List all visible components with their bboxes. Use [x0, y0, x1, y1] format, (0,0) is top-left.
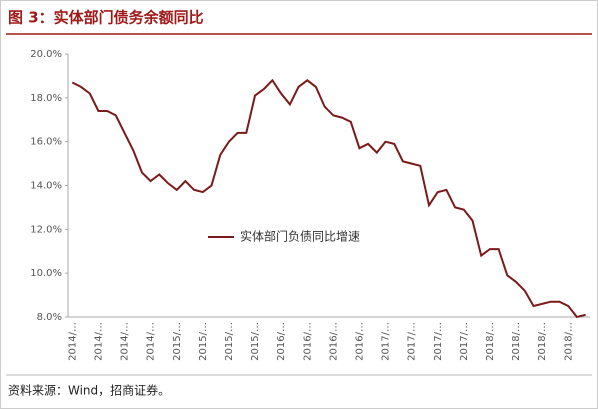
y-tick-label: 20.0% — [30, 49, 62, 60]
y-tick-label: 16.0% — [30, 137, 62, 148]
y-tick-label: 14.0% — [30, 181, 62, 192]
x-tick-label: 2016/… — [328, 322, 339, 361]
x-tick-label: 2015/… — [250, 322, 261, 361]
y-tick-label: 10.0% — [30, 268, 62, 279]
y-tick-label: 18.0% — [30, 93, 62, 104]
y-tick-label: 8.0% — [37, 312, 62, 323]
x-tick-label: 2014/… — [67, 322, 78, 361]
legend-label: 实体部门负债同比增速 — [240, 229, 360, 244]
x-tick-label: 2015/… — [172, 322, 183, 361]
x-tick-label: 2014/… — [146, 322, 157, 361]
chart-title: 图 3：实体部门债务余额同比 — [8, 9, 204, 27]
x-tick-label: 2018/… — [511, 322, 522, 361]
x-tick-label: 2014/… — [93, 322, 104, 361]
y-tick-label: 12.0% — [30, 224, 62, 235]
x-tick-label: 2017/… — [433, 322, 444, 361]
x-tick-label: 2016/… — [302, 322, 313, 361]
x-tick-label: 2014/… — [120, 322, 131, 361]
x-tick-label: 2017/… — [381, 322, 392, 361]
line-series — [71, 78, 586, 319]
source: 资料来源：Wind，招商证券。 — [8, 383, 170, 398]
x-tick-label: 2017/… — [407, 322, 418, 361]
x-tick-label: 2018/… — [485, 322, 496, 361]
x-tick-label: 2016/… — [354, 322, 365, 361]
x-tick-label: 2015/… — [198, 322, 209, 361]
x-tick-label: 2018/… — [537, 322, 548, 361]
x-tick-label: 2015/… — [224, 322, 235, 361]
x-tick-label: 2017/… — [459, 322, 470, 361]
x-tick-label: 2016/… — [276, 322, 287, 361]
x-tick-label: 2018/… — [563, 322, 574, 361]
